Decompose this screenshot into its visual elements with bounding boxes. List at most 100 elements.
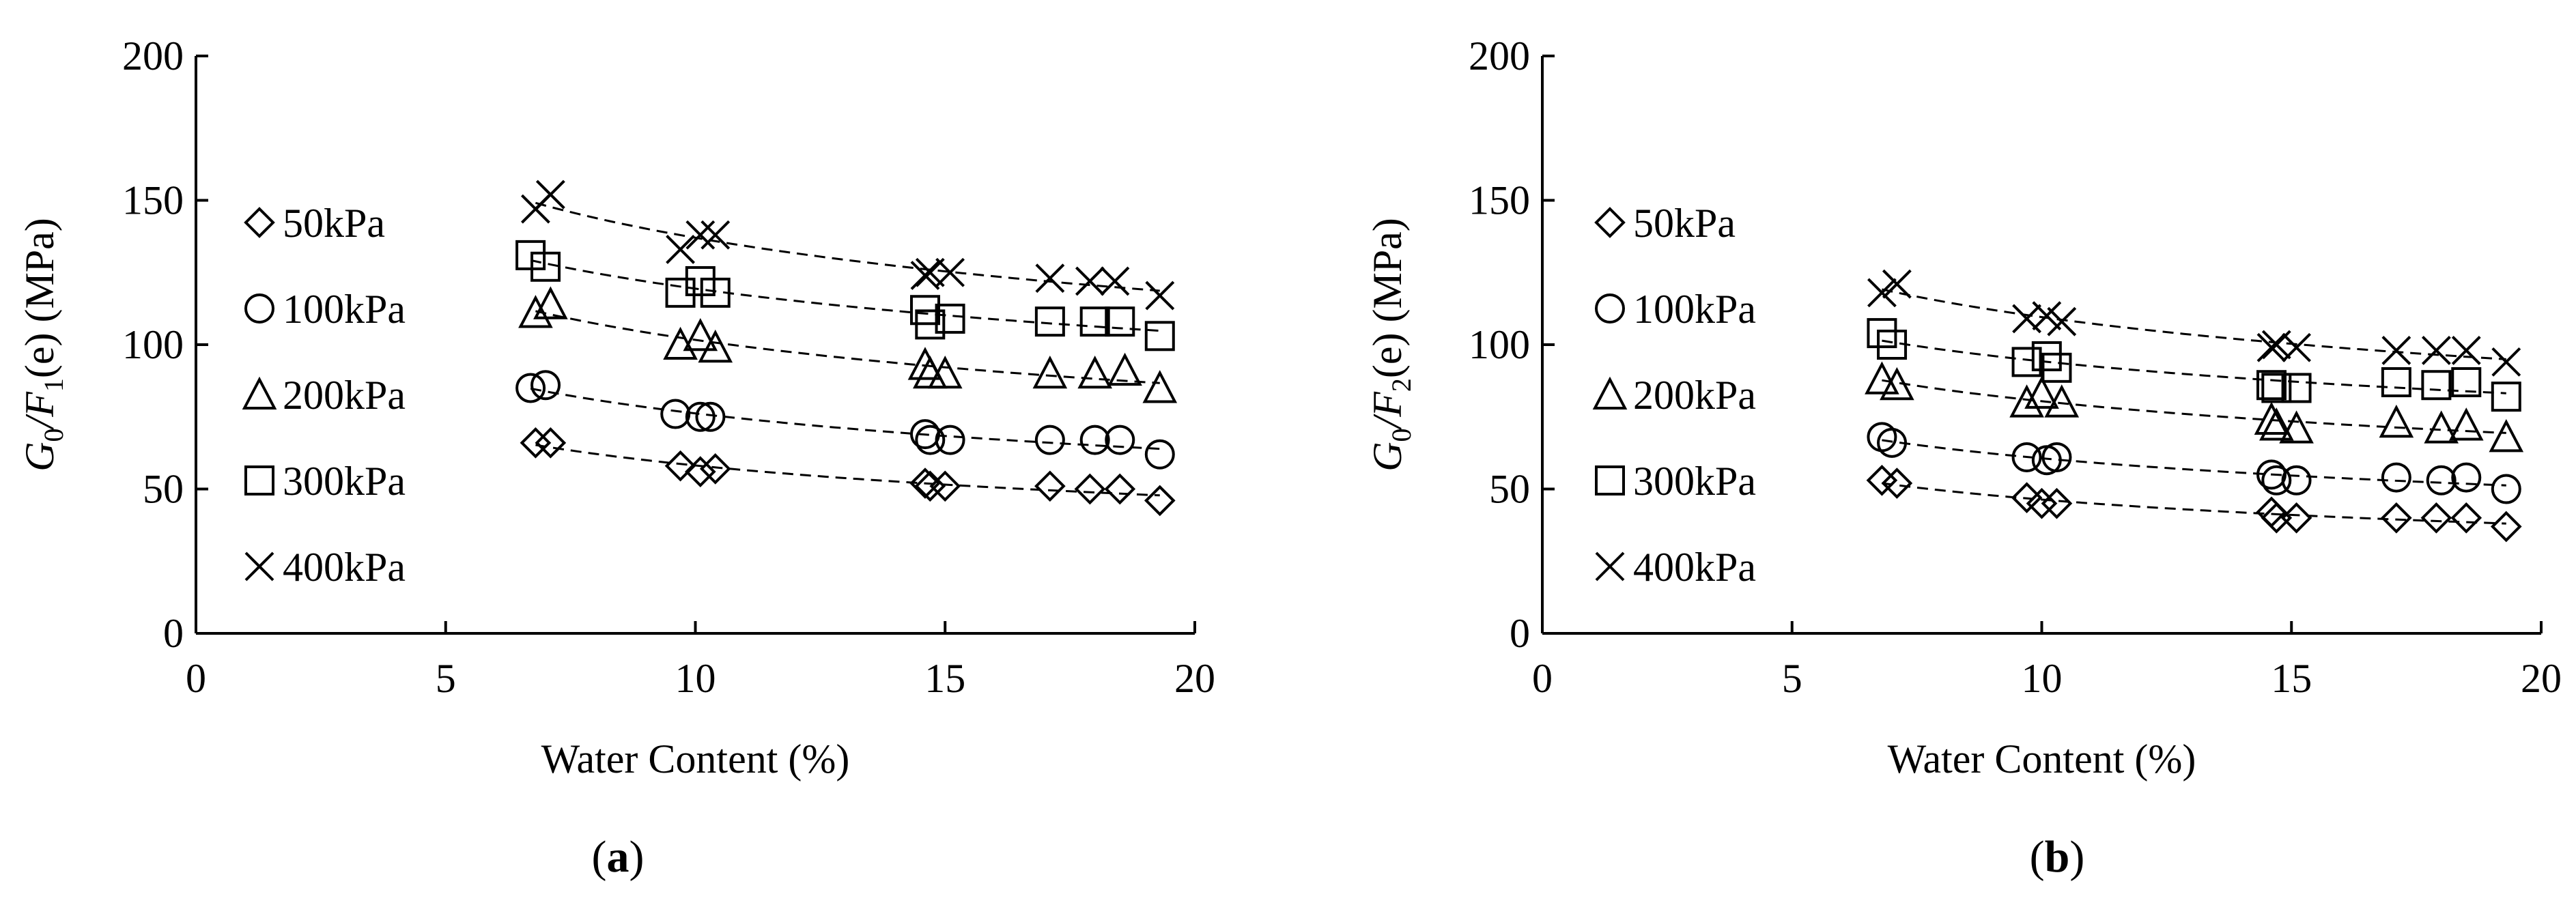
data-point-diamond [2261, 502, 2293, 534]
y-tick-label: 150 [122, 178, 184, 223]
panel-label-close: ) [629, 832, 645, 882]
trend-line [1882, 482, 2506, 525]
data-point-triangle [1077, 355, 1113, 389]
data-point-cross [700, 220, 731, 250]
data-point-circle [915, 425, 946, 455]
data-point-circle [1105, 425, 1135, 455]
data-point-diamond [1074, 473, 1106, 505]
y-axis-title-part: (e) (MPa) [1365, 218, 1410, 378]
data-point-diamond [2041, 487, 2073, 519]
data-point-square [915, 309, 946, 340]
data-point-circle [695, 401, 726, 432]
data-point-circle [1877, 427, 1908, 458]
data-point-square [2491, 382, 2521, 412]
data-point-diamond [914, 470, 946, 502]
data-point-square [1079, 306, 1110, 337]
legend-label: 400kPa [283, 545, 406, 590]
trend-line [535, 310, 1160, 384]
legend-item: 50kPa [1594, 201, 1736, 246]
data-point-square [2281, 373, 2312, 403]
data-point-diamond [2011, 482, 2043, 514]
data-point-diamond [2450, 502, 2482, 534]
legend-item: 400kPa [1595, 545, 1756, 590]
series-400kPa [521, 179, 1175, 311]
data-point-cross [910, 261, 940, 290]
data-point-diamond [664, 450, 696, 482]
y-axis-title-part: G [1365, 442, 1410, 471]
legend-label: 50kPa [1633, 201, 1736, 246]
data-point-square [2011, 347, 2042, 377]
y-axis-title-part: 2 [1386, 378, 1417, 392]
data-point-square [2261, 373, 2292, 403]
data-point-cross [1882, 269, 1912, 299]
data-point-cross [2047, 306, 2077, 336]
data-point-triangle [518, 295, 553, 328]
data-point-square [2451, 367, 2482, 397]
y-tick-label: 0 [1510, 611, 1530, 656]
data-point-triangle [683, 317, 718, 351]
data-point-circle [2451, 462, 2482, 493]
legend-label: 200kPa [283, 373, 406, 418]
series-200kPa [1865, 361, 2524, 452]
data-point-circle [2491, 474, 2521, 504]
data-point-circle [2011, 442, 2042, 472]
data-point-diamond [1144, 485, 1176, 517]
data-point-triangle [2489, 419, 2524, 452]
data-point-circle [1144, 439, 1175, 470]
data-point-cross [935, 257, 965, 287]
data-point-diamond [699, 453, 731, 485]
data-point-diamond [909, 468, 941, 499]
legend-item: 100kPa [1595, 287, 1756, 332]
y-tick-label: 100 [122, 322, 184, 367]
trend-line [530, 387, 1160, 450]
data-point-diamond [684, 456, 716, 487]
series-300kPa [515, 240, 1175, 351]
data-point-triangle [1142, 370, 1178, 403]
data-point-diamond [1881, 468, 1913, 499]
legend-marker-triangle [1592, 376, 1628, 410]
data-point-cross [2491, 347, 2521, 377]
data-point-diamond [2420, 502, 2452, 534]
y-tick-label: 150 [1469, 178, 1530, 223]
data-point-cross [535, 179, 565, 210]
data-point-diamond [2490, 511, 2522, 543]
data-point-triangle [2279, 410, 2314, 444]
legend-item: 200kPa [1592, 373, 1756, 418]
x-tick-label: 5 [436, 656, 456, 701]
x-tick-label: 20 [1174, 656, 1215, 701]
data-point-triangle [663, 326, 698, 360]
data-point-circle [1867, 422, 1897, 452]
x-tick-label: 0 [186, 656, 206, 701]
panel-label-open: ( [2030, 832, 2045, 882]
legend-marker-circle [1595, 293, 1625, 324]
y-axis-title-part: 0 [1386, 428, 1417, 442]
data-point-triangle [1880, 367, 1914, 401]
legend-marker-square [244, 465, 274, 495]
panel-label-close: ) [2069, 832, 2084, 882]
y-axis-title-part: G [17, 442, 62, 471]
data-point-cross [1145, 281, 1175, 311]
legend-item: 100kPa [244, 287, 406, 332]
series-300kPa [1867, 318, 2521, 412]
legend-marker-diamond [244, 207, 275, 238]
trend-line [535, 201, 1160, 292]
data-point-triangle [698, 329, 733, 363]
data-point-diamond [520, 427, 552, 459]
panel-label-open: ( [592, 832, 607, 882]
data-point-square [665, 277, 696, 308]
data-point-diamond [929, 470, 961, 502]
y-tick-label: 200 [122, 33, 184, 78]
x-tick-label: 15 [924, 656, 965, 701]
y-tick-label: 0 [163, 611, 184, 656]
series-50kPa [520, 427, 1176, 517]
data-point-triangle [927, 355, 963, 389]
data-point-diamond [2256, 496, 2287, 528]
data-point-circle [515, 373, 546, 403]
data-point-diamond [2280, 502, 2312, 534]
y-tick-label: 50 [1489, 467, 1530, 512]
data-point-cross [2256, 332, 2287, 362]
data-point-circle [660, 399, 691, 429]
series-200kPa [518, 286, 1178, 403]
data-point-triangle [1107, 352, 1142, 386]
panel-label-letter: a [607, 832, 629, 882]
